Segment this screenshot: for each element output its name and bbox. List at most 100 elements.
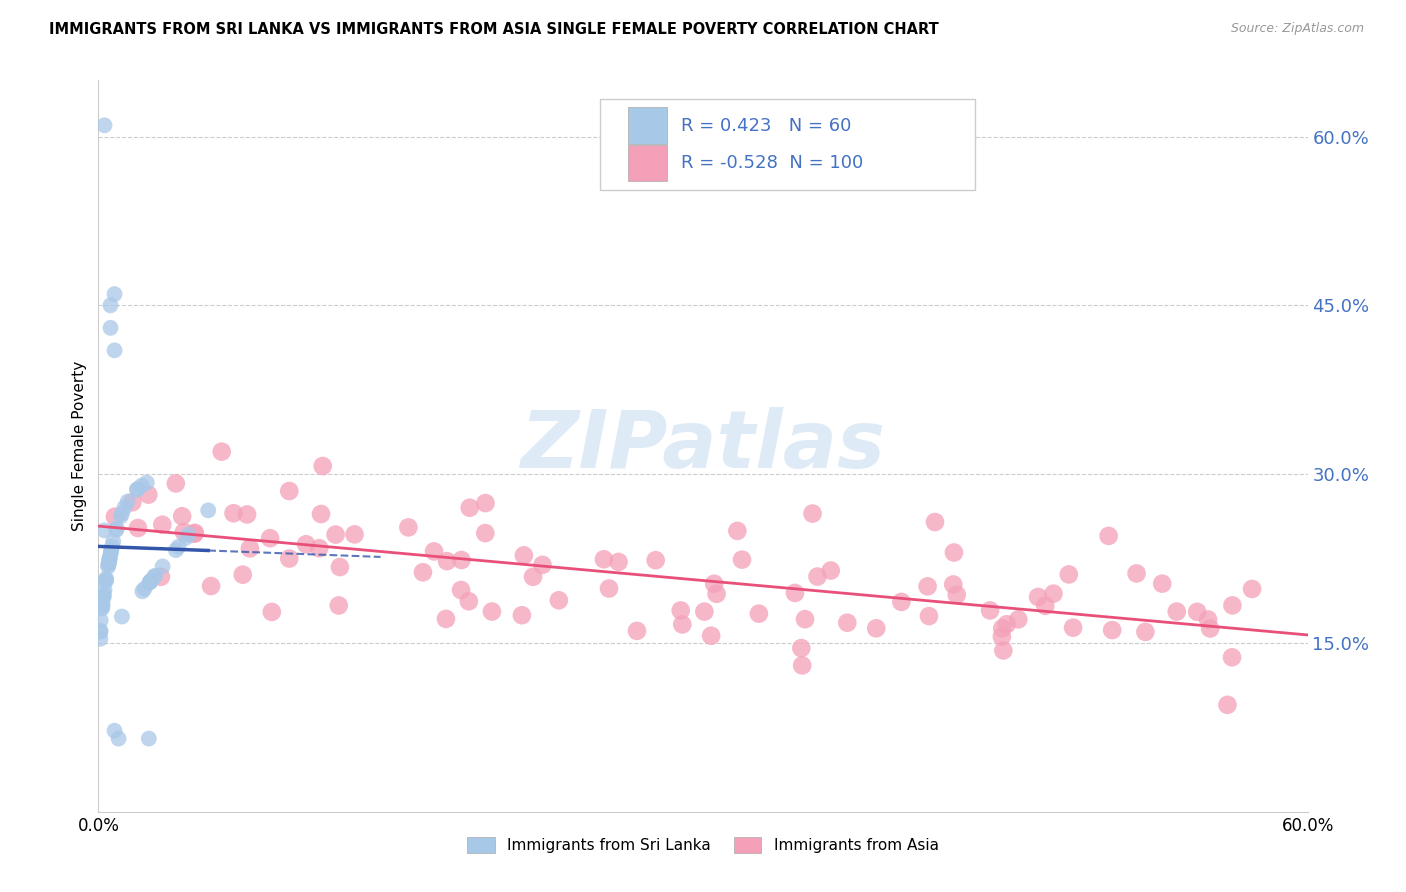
Point: [222, 506, 245, 520]
Point: [90, 614, 112, 628]
Point: [1152, 576, 1174, 591]
Point: [1197, 613, 1219, 627]
Point: [98, 548, 121, 562]
Point: [1033, 599, 1056, 613]
Point: [1042, 587, 1064, 601]
Point: [91, 599, 114, 614]
Point: [111, 609, 134, 624]
Point: [706, 587, 728, 601]
Point: [308, 541, 330, 556]
Point: [942, 545, 965, 559]
Point: [98, 551, 121, 566]
Point: [100, 545, 122, 559]
Point: [260, 605, 283, 619]
Point: [197, 503, 219, 517]
Point: [127, 483, 149, 497]
Point: [165, 476, 187, 491]
Point: [481, 605, 503, 619]
Point: [1216, 698, 1239, 712]
Point: [748, 607, 770, 621]
Point: [97, 559, 120, 574]
Point: [598, 582, 620, 596]
Point: [995, 617, 1018, 632]
Point: [100, 321, 122, 335]
Point: [450, 582, 472, 597]
FancyBboxPatch shape: [628, 108, 666, 145]
Point: [278, 483, 301, 498]
Point: [278, 551, 301, 566]
Point: [131, 584, 153, 599]
Point: [150, 517, 173, 532]
Point: [1026, 590, 1049, 604]
Point: [1007, 612, 1029, 626]
Text: R = 0.423   N = 60: R = 0.423 N = 60: [682, 117, 852, 135]
Point: [97, 557, 120, 571]
Point: [117, 494, 139, 508]
Point: [1135, 624, 1157, 639]
Point: [98, 553, 121, 567]
Point: [174, 531, 197, 545]
Point: [138, 575, 160, 590]
Text: ZIPatlas: ZIPatlas: [520, 407, 886, 485]
Point: [101, 539, 124, 553]
Text: IMMIGRANTS FROM SRI LANKA VS IMMIGRANTS FROM ASIA SINGLE FEMALE POVERTY CORRELAT: IMMIGRANTS FROM SRI LANKA VS IMMIGRANTS …: [49, 22, 939, 37]
Point: [412, 566, 434, 580]
Point: [105, 521, 128, 535]
Point: [806, 569, 828, 583]
Point: [236, 508, 259, 522]
Point: [396, 520, 419, 534]
Point: [103, 723, 125, 738]
Point: [107, 731, 129, 746]
Point: [114, 500, 136, 515]
Point: [700, 629, 723, 643]
Point: [94, 572, 117, 586]
Point: [725, 524, 748, 538]
Point: [457, 594, 479, 608]
Point: [127, 483, 149, 497]
Point: [121, 495, 143, 509]
Point: [783, 586, 806, 600]
Y-axis label: Single Female Poverty: Single Female Poverty: [72, 361, 87, 531]
Point: [143, 570, 166, 584]
Point: [917, 579, 939, 593]
Point: [239, 541, 262, 556]
Point: [945, 588, 967, 602]
Point: [91, 597, 114, 611]
Point: [991, 630, 1014, 644]
Point: [183, 526, 205, 541]
Point: [731, 552, 754, 566]
Point: [703, 576, 725, 591]
FancyBboxPatch shape: [628, 145, 666, 181]
Point: [343, 527, 366, 541]
Point: [312, 458, 335, 473]
Point: [458, 500, 481, 515]
Point: [607, 555, 630, 569]
Point: [993, 643, 1015, 657]
Point: [295, 537, 318, 551]
Point: [522, 570, 544, 584]
Point: [474, 526, 496, 541]
Point: [93, 587, 115, 601]
Point: [93, 591, 115, 605]
Point: [450, 553, 472, 567]
Point: [143, 568, 166, 582]
Point: [1241, 582, 1264, 596]
Point: [138, 488, 160, 502]
Point: [165, 543, 187, 558]
Point: [671, 617, 693, 632]
Point: [259, 531, 281, 545]
FancyBboxPatch shape: [600, 99, 976, 190]
Point: [1220, 650, 1243, 665]
Point: [890, 595, 912, 609]
Point: [93, 524, 115, 538]
Point: [89, 632, 111, 646]
Point: [172, 509, 194, 524]
Point: [329, 560, 352, 574]
Point: [91, 601, 114, 615]
Point: [232, 567, 254, 582]
Point: [177, 527, 200, 541]
Point: [93, 582, 115, 597]
Point: [103, 534, 125, 549]
Point: [474, 496, 496, 510]
Point: [103, 287, 125, 301]
